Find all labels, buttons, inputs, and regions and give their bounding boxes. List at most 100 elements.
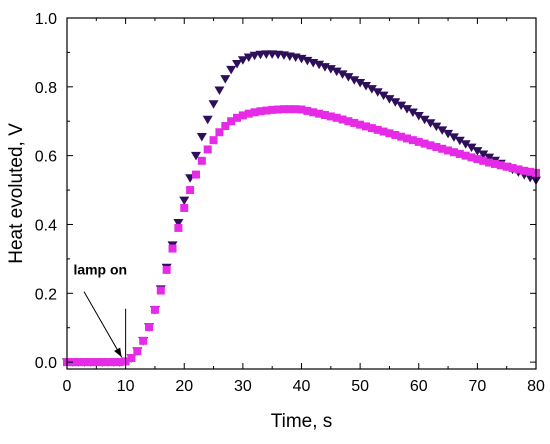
x-tick-label: 0: [63, 378, 72, 395]
data-point-square: [438, 144, 447, 153]
lamp-on-label: lamp on: [73, 261, 127, 277]
data-point-square: [403, 134, 412, 143]
data-point-square: [180, 203, 189, 212]
x-tick-label: 10: [117, 378, 135, 395]
data-point-square: [215, 128, 224, 137]
data-point-square: [109, 358, 118, 367]
data-point-square: [356, 120, 365, 129]
y-tick-label: 0.0: [35, 355, 57, 372]
data-point-triangle: [472, 147, 483, 156]
data-point-triangle: [466, 143, 477, 153]
data-point-square: [256, 107, 265, 116]
data-point-triangle: [384, 95, 395, 104]
data-point-square: [133, 347, 142, 356]
data-point-triangle: [419, 115, 430, 125]
data-point-square: [74, 358, 83, 367]
data-point-triangle: [243, 53, 254, 62]
data-point-square: [150, 305, 159, 314]
data-point-square: [326, 112, 335, 121]
data-point-square: [115, 358, 124, 367]
data-point-triangle: [360, 82, 371, 91]
data-point-triangle: [173, 219, 184, 228]
series-layer: [62, 50, 541, 367]
lamp-on-arrow-head: [114, 347, 122, 358]
data-point-triangle: [402, 105, 413, 114]
y-axis-title: Heat evoluted, V: [6, 123, 27, 264]
data-point-square: [426, 141, 435, 150]
axis-layer: 0 10 20 30 40 50 60 70 80 0.0 0.2 0.4 0.6 0.8 1.0 Time,…: [6, 11, 545, 432]
data-point-square: [432, 143, 441, 152]
data-point-square: [197, 156, 206, 165]
data-point-square: [186, 186, 195, 195]
data-point-square: [449, 148, 458, 157]
data-point-square: [238, 111, 247, 120]
data-point-triangle: [226, 65, 237, 75]
data-point-square: [373, 125, 382, 134]
annotation-layer: lamp on: [73, 261, 127, 364]
data-point-triangle: [372, 88, 383, 97]
data-point-square: [279, 105, 288, 114]
data-point-square: [309, 108, 318, 117]
data-point-square: [332, 113, 341, 122]
data-point-square: [145, 323, 154, 332]
data-point-square: [174, 223, 183, 232]
data-point-square: [455, 149, 464, 158]
data-point-square: [397, 132, 406, 141]
data-point-square: [350, 118, 359, 127]
data-point-triangle: [337, 70, 348, 79]
x-tick-label: 40: [293, 378, 311, 395]
data-point-triangle: [425, 119, 436, 128]
data-point-square: [467, 153, 476, 162]
data-point-square: [473, 155, 482, 164]
data-point-square: [203, 145, 212, 154]
data-point-square: [191, 170, 200, 179]
data-point-triangle: [343, 73, 354, 82]
data-point-square: [209, 136, 218, 145]
data-point-square: [156, 286, 165, 295]
data-point-square: [391, 131, 400, 139]
data-point-square: [268, 105, 277, 114]
data-point-triangle: [378, 91, 389, 101]
data-point-square: [162, 265, 171, 274]
data-point-triangle: [314, 60, 325, 70]
data-point-square: [285, 105, 294, 114]
data-point-triangle: [484, 153, 495, 163]
data-point-triangle: [407, 108, 418, 118]
data-point-square: [420, 139, 429, 148]
data-point-square: [379, 127, 388, 136]
data-point-square: [303, 106, 312, 115]
data-point-square: [508, 164, 517, 173]
data-point-square: [479, 156, 488, 165]
lamp-on-arrow-shaft: [83, 291, 123, 358]
x-tick-label: 70: [468, 378, 486, 395]
data-point-square: [80, 358, 89, 367]
data-point-triangle: [413, 111, 424, 121]
data-point-triangle: [355, 78, 366, 88]
data-point-triangle: [390, 98, 401, 107]
data-point-square: [127, 353, 136, 362]
data-point-triangle: [237, 56, 248, 65]
data-point-triangle: [437, 126, 448, 135]
data-point-triangle: [448, 133, 459, 142]
data-point-triangle: [179, 196, 190, 206]
data-point-triangle: [431, 122, 442, 132]
data-point-triangle: [220, 75, 231, 84]
plot-frame: [66, 17, 537, 370]
data-point-square: [297, 105, 306, 114]
data-point-triangle: [208, 100, 219, 109]
y-tick-label: 0.2: [35, 286, 57, 303]
data-point-square: [526, 167, 535, 176]
data-point-square: [250, 108, 259, 117]
data-point-triangle: [478, 150, 489, 160]
data-point-square: [344, 117, 353, 126]
y-tick-label: 0.8: [35, 80, 57, 97]
x-tick-label: 80: [527, 378, 545, 395]
x-tick-label: 20: [175, 378, 193, 395]
y-tick-label: 0.4: [35, 217, 57, 234]
data-point-triangle: [396, 101, 407, 111]
data-point-square: [315, 109, 324, 118]
data-point-square: [98, 358, 107, 367]
data-point-square: [361, 122, 370, 131]
data-point-square: [496, 161, 505, 170]
data-point-square: [490, 159, 499, 168]
